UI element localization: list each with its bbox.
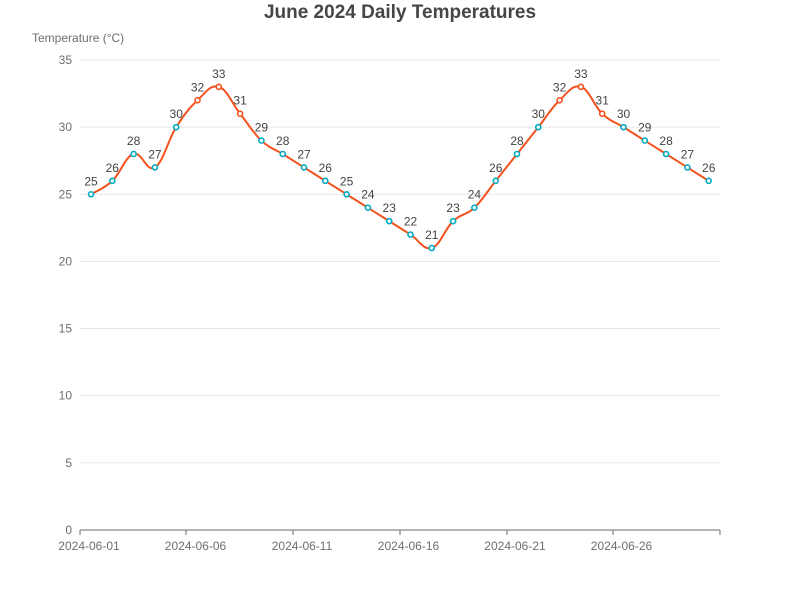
x-tick-label: 2024-06-11: [272, 539, 333, 553]
data-label: 30: [617, 107, 631, 121]
grid-lines: [80, 59, 720, 464]
y-tick-label: 30: [59, 120, 73, 134]
data-point: [321, 177, 329, 185]
data-point: [684, 164, 691, 171]
y-axis-title: Temperature (°C): [32, 31, 124, 45]
x-axis: 2024-06-01 2024-06-06 2024-06-11 2024-06-16…: [58, 529, 721, 553]
data-point: [364, 204, 372, 212]
data-point: [343, 190, 350, 198]
data-label: 33: [212, 67, 226, 81]
y-tick-label: 0: [65, 523, 72, 537]
data-label: 30: [170, 107, 184, 121]
data-point: [109, 177, 116, 185]
data-label: 24: [468, 188, 482, 202]
data-point: [428, 244, 436, 252]
data-label: 27: [148, 147, 162, 161]
data-label: 33: [574, 67, 588, 81]
data-point: [215, 83, 223, 91]
data-label: 23: [383, 201, 397, 215]
data-label: 25: [340, 174, 354, 188]
data-point: [471, 204, 478, 212]
data-point: [449, 217, 457, 225]
data-point: [385, 217, 393, 225]
y-tick-label: 25: [59, 187, 73, 201]
data-label: 26: [319, 161, 333, 175]
data-point: [662, 150, 670, 158]
data-point: [151, 164, 159, 171]
data-label: 25: [84, 174, 98, 188]
x-tick-label: 2024-06-06: [165, 539, 227, 553]
data-label: 28: [510, 134, 524, 148]
x-tick-label: 2024-06-01: [58, 539, 120, 553]
data-label: 23: [446, 201, 460, 215]
data-label: 24: [361, 188, 375, 202]
data-point: [598, 110, 606, 118]
data-point: [641, 137, 649, 144]
data-point: [300, 164, 308, 171]
data-point: [556, 96, 563, 104]
data-label: 29: [638, 121, 652, 135]
data-label: 26: [702, 161, 716, 175]
data-label: 27: [681, 147, 695, 161]
data-point: [236, 110, 244, 118]
data-label: 29: [255, 121, 269, 135]
data-point: [258, 137, 265, 144]
data-point: [620, 123, 627, 131]
y-tick-label: 5: [65, 456, 72, 470]
data-labels: 25 26 28 27 30 32 33 31 29 28 27 26 25 24 23 22 21 23 24 26…: [84, 67, 715, 242]
data-point: [492, 177, 500, 185]
data-point: [513, 150, 521, 158]
y-axis-ticks: 0 5 10 15 20 25 30 35: [59, 53, 73, 537]
data-label: 28: [659, 134, 673, 148]
data-label: 22: [404, 215, 418, 229]
data-label: 27: [297, 147, 311, 161]
data-label: 26: [106, 161, 120, 175]
data-point: [130, 150, 137, 158]
data-label: 30: [532, 107, 546, 121]
data-point: [705, 177, 713, 185]
y-tick-label: 10: [59, 389, 73, 403]
data-point: [407, 231, 414, 238]
data-label: 26: [489, 161, 503, 175]
y-tick-label: 35: [59, 53, 73, 67]
x-tick-label: 2024-06-26: [591, 539, 653, 553]
y-tick-label: 15: [59, 322, 73, 336]
data-label: 32: [191, 80, 205, 94]
data-label: 31: [596, 94, 610, 108]
data-label: 28: [127, 134, 141, 148]
data-point: [194, 96, 201, 104]
data-point: [172, 123, 180, 131]
x-tick-label: 2024-06-16: [378, 539, 440, 553]
data-label: 28: [276, 134, 290, 148]
data-point: [534, 123, 542, 131]
chart-title: June 2024 Daily Temperatures: [263, 2, 537, 23]
data-points: [87, 83, 713, 252]
x-tick-label: 2024-06-21: [484, 539, 546, 553]
data-label: 31: [233, 94, 247, 108]
data-point: [87, 190, 95, 198]
data-point: [279, 150, 287, 158]
data-label: 21: [425, 228, 439, 242]
data-label: 32: [553, 80, 567, 94]
y-tick-label: 20: [59, 254, 73, 268]
data-point: [577, 83, 585, 91]
